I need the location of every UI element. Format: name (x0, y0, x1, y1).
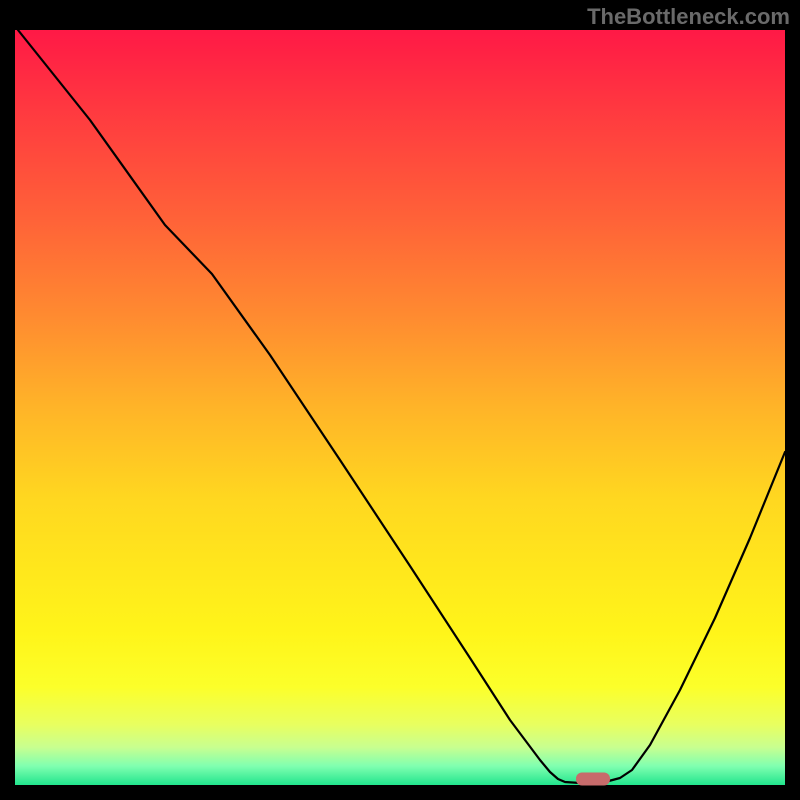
chart-svg (0, 0, 800, 800)
optimal-point-marker (576, 773, 610, 786)
watermark-text: TheBottleneck.com (587, 4, 790, 30)
bottleneck-chart (0, 0, 800, 800)
plot-gradient-background (15, 30, 785, 785)
